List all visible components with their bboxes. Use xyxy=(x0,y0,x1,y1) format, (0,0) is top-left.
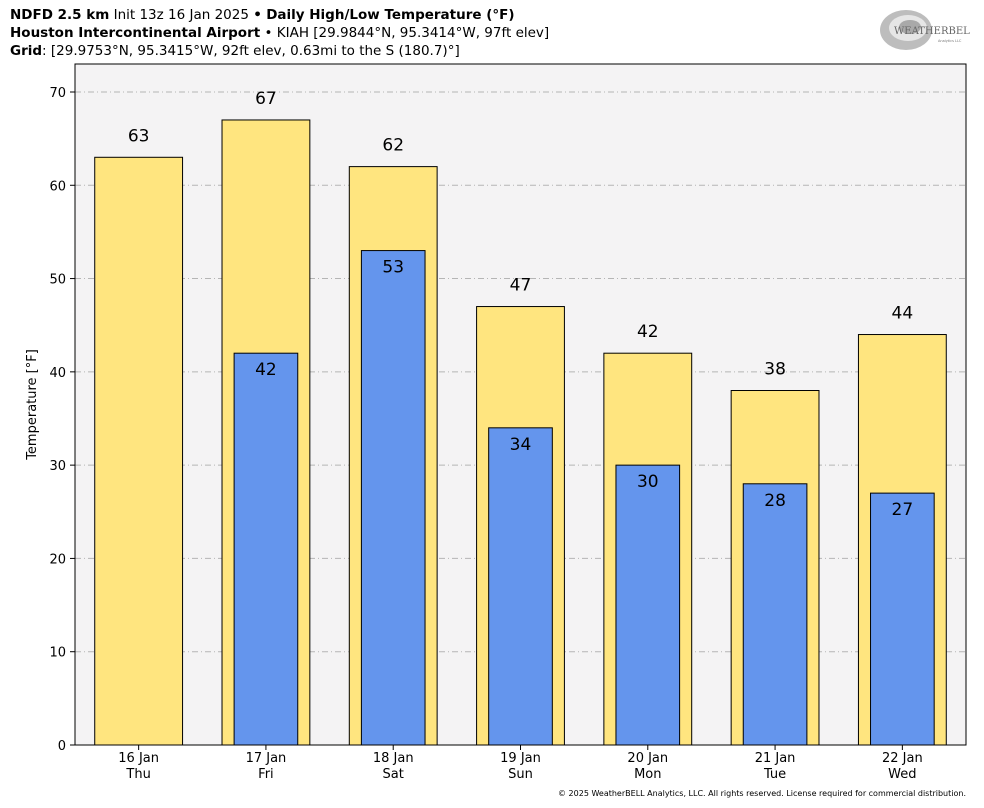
x-tick-date: 18 Jan xyxy=(373,751,414,766)
low-bar xyxy=(742,483,808,746)
x-tick-day: Sat xyxy=(383,767,404,782)
x-tick-day: Sun xyxy=(508,767,533,782)
y-tick-label: 0 xyxy=(58,739,66,754)
high-value-label: 63 xyxy=(128,126,150,146)
station-name: Houston Intercontinental Airport xyxy=(10,25,261,41)
high-value-label: 44 xyxy=(892,304,914,324)
x-tick-date: 20 Jan xyxy=(627,751,668,766)
x-tick-day: Thu xyxy=(125,767,150,782)
y-tick-label: 10 xyxy=(49,646,66,661)
header-separator: • xyxy=(264,25,273,41)
bars xyxy=(94,119,947,746)
high-value-label: 47 xyxy=(510,276,532,296)
low-bar xyxy=(870,492,935,746)
high-value-label: 42 xyxy=(637,322,659,342)
header-separator: • xyxy=(253,7,262,23)
high-value-label: 62 xyxy=(382,136,404,156)
low-value-label: 53 xyxy=(382,258,404,278)
x-tick-day: Fri xyxy=(258,767,274,782)
x-tick-date: 17 Jan xyxy=(246,751,287,766)
y-tick-label: 50 xyxy=(49,273,66,288)
low-bar xyxy=(615,464,681,746)
grid-label: Grid xyxy=(10,43,43,59)
x-tick-day: Mon xyxy=(634,767,661,782)
init-time: Init 13z 16 Jan 2025 xyxy=(113,7,249,23)
logo-text: WEATHERBELL xyxy=(894,26,970,37)
high-value-label: 38 xyxy=(764,360,786,380)
x-tick-date: 21 Jan xyxy=(755,751,796,766)
low-value-label: 28 xyxy=(764,491,786,511)
y-tick-label: 60 xyxy=(49,179,66,194)
chart-header: NDFD 2.5 km Init 13z 16 Jan 2025 • Daily… xyxy=(10,6,549,60)
header-line-2: Houston Intercontinental Airport • KIAH … xyxy=(10,24,549,42)
low-bar xyxy=(360,250,426,746)
low-bar xyxy=(233,352,299,746)
low-value-label: 42 xyxy=(255,360,277,380)
y-tick-label: 70 xyxy=(49,86,66,101)
grid-info: : [29.9753°N, 95.3415°W, 92ft elev, 0.63… xyxy=(42,43,460,59)
x-tick-day: Tue xyxy=(763,767,786,782)
x-tick-date: 16 Jan xyxy=(118,751,159,766)
data-labels: 63 67 42 62 53 47 34 42 30 38 28 44 27 xyxy=(128,89,913,520)
x-tick-date: 22 Jan xyxy=(882,751,923,766)
x-tick-day: Wed xyxy=(888,767,916,782)
y-tick-label: 30 xyxy=(49,459,66,474)
x-tick-date: 19 Jan xyxy=(500,751,541,766)
weatherbell-logo: WEATHERBELL Analytics LLC xyxy=(880,10,970,50)
product-title: Daily High/Low Temperature (°F) xyxy=(266,7,515,23)
copyright-notice: © 2025 WeatherBELL Analytics, LLC. All r… xyxy=(558,789,966,798)
model-name: NDFD 2.5 km xyxy=(10,7,110,23)
station-info: KIAH [29.9844°N, 95.3414°W, 97ft elev] xyxy=(276,25,550,41)
high-bar xyxy=(94,156,184,746)
logo-swirl-inner xyxy=(899,20,921,34)
header-line-3: Grid: [29.9753°N, 95.3415°W, 92ft elev, … xyxy=(10,42,549,60)
y-axis: 0 10 20 30 40 50 60 70 xyxy=(49,86,75,754)
header-line-1: NDFD 2.5 km Init 13z 16 Jan 2025 • Daily… xyxy=(10,6,549,24)
low-value-label: 27 xyxy=(892,500,914,520)
low-value-label: 34 xyxy=(510,435,532,455)
logo-subtext: Analytics LLC xyxy=(938,39,962,43)
y-tick-label: 20 xyxy=(49,552,66,567)
y-tick-label: 40 xyxy=(49,366,66,381)
low-bar xyxy=(488,427,553,746)
high-value-label: 67 xyxy=(255,89,277,109)
y-axis-label: Temperature [°F] xyxy=(25,349,40,461)
low-value-label: 30 xyxy=(637,472,659,492)
